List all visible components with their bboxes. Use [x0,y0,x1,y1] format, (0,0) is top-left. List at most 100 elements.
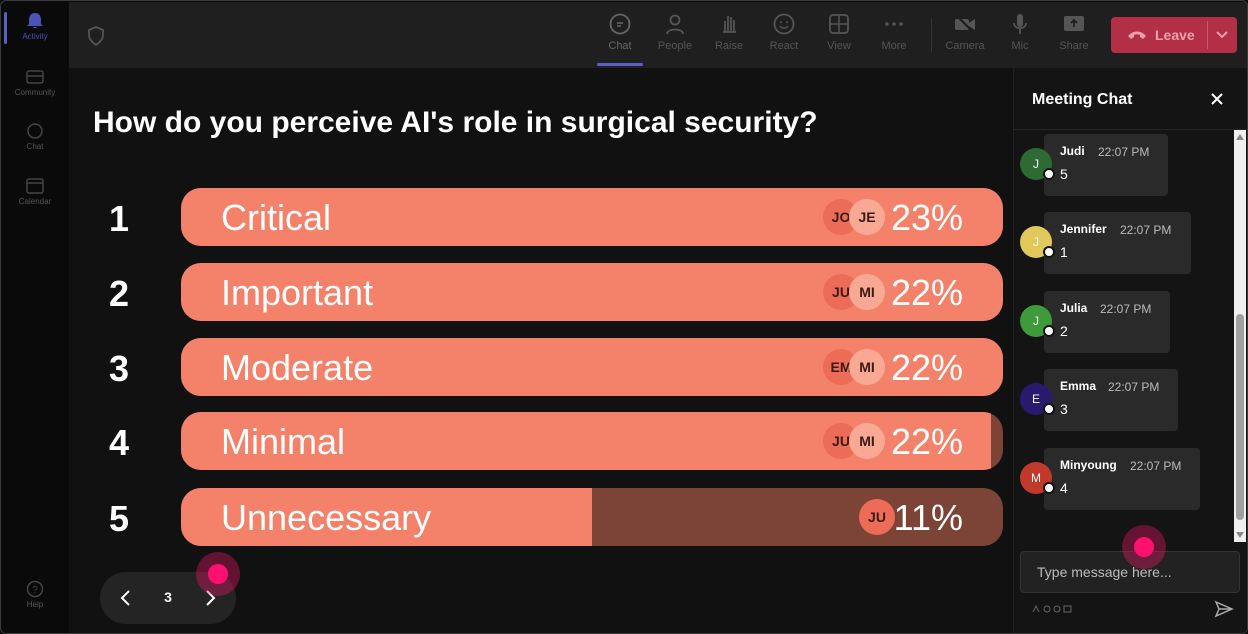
scroll-thumb[interactable] [1236,314,1244,520]
rail-item-help[interactable]: ? Help [2,570,68,622]
toolbar-label: Share [1059,40,1089,52]
rail-item-label: Help [26,600,44,609]
toolbar-people-button[interactable]: People [652,12,698,62]
message-bubble: Jennifer 22:07 PM 1 [1044,212,1191,274]
community-icon [26,70,44,84]
poll-question: How do you perceive AI's role in surgica… [93,106,818,139]
presence-dot [1043,403,1055,415]
option-number: 4 [109,422,130,463]
chevron-left-icon[interactable] [118,589,134,607]
rail-item-activity[interactable]: Activity [2,2,68,54]
message-bubble: Judi 22:07 PM 5 [1044,134,1168,196]
poll-option-row[interactable]: 1 Critical JO JE 23% [69,188,1013,246]
toolbar-camera-button[interactable]: Camera [942,12,988,62]
svg-text:?: ? [32,585,38,596]
option-number: 2 [109,273,130,314]
toolbar-react-button[interactable]: React [761,12,807,62]
toolbar-mic-button[interactable]: Mic [997,12,1043,62]
rail-item-calendar[interactable]: Calendar [2,167,68,219]
presence-dot [1043,325,1055,337]
chat-header: Meeting Chat [1014,68,1247,130]
poll-results-area: How do you perceive AI's role in surgica… [69,68,1013,633]
toolbar-raise-button[interactable]: Raise [706,12,752,62]
chat-scrollbar[interactable] [1234,130,1246,542]
toolbar-view-button[interactable]: View [816,12,862,62]
rail-item-label: Calendar [18,197,52,206]
toolbar-label: Camera [945,40,985,52]
calendar-icon [26,178,44,194]
rail-item-chat[interactable]: Chat [2,112,68,164]
option-bar: Unnecessary JU 11% [181,488,1003,546]
toolbar-chat-button[interactable]: Chat [597,12,643,62]
option-number: 3 [109,348,130,389]
toolbar-label: React [769,40,799,52]
message-bubble: Julia 22:07 PM 2 [1044,291,1170,353]
hang-up-icon [1128,31,1146,39]
help-icon: ? [26,580,44,598]
toolbar-divider [931,18,932,52]
rail-item-community[interactable]: Community [2,58,68,110]
message-time: 22:07 PM [1130,459,1182,473]
poll-option-row[interactable]: 5 Unnecessary JU 11% [69,488,1013,546]
option-percent: 22% [890,347,963,388]
toolbar-label: View [827,40,851,52]
option-bar: Important JU MI 22% [181,263,1003,321]
format-toolbar[interactable] [1032,604,1072,616]
more-icon [885,22,903,26]
option-number: 5 [109,498,130,539]
voter-avatar: MI [849,274,885,310]
toolbar-label: Raise [714,40,744,52]
camera-off-icon [955,14,975,34]
rail-item-label: Community [14,88,56,97]
rail-active-indicator [4,12,7,44]
rail-item-label: Activity [22,32,48,41]
leave-button[interactable]: Leave [1111,17,1237,53]
avatar: J [1020,148,1052,180]
message-time: 22:07 PM [1098,145,1150,159]
presence-dot [1043,246,1055,258]
message-time: 22:07 PM [1120,223,1172,237]
sender-name: Julia [1060,301,1088,315]
voter-avatar: MI [849,423,885,459]
page-number: 3 [164,589,172,605]
toolbar-more-button[interactable]: More [871,12,917,62]
chat-icon [27,123,43,139]
leave-divider [1207,21,1208,49]
option-bar: Critical JO JE 23% [181,188,1003,246]
chat-title: Meeting Chat [1032,91,1133,108]
format-options-icon[interactable] [1032,604,1072,614]
chevron-right-icon[interactable] [202,589,218,607]
message-text: 2 [1060,323,1068,339]
chat-message-list: Judi 22:07 PM 5 J Jennifer 22:07 PM 1 J … [1014,130,1247,542]
chat-message: Emma 22:07 PM 3 E [1014,369,1234,433]
scroll-down-icon[interactable] [1236,532,1244,538]
chevron-down-icon[interactable] [1215,30,1229,40]
poll-option-row[interactable]: 2 Important JU MI 22% [69,263,1013,321]
shield-icon[interactable] [87,26,105,46]
option-percent: 23% [890,197,963,238]
chat-icon [609,13,631,35]
poll-option-row[interactable]: 3 Moderate EM MI 22% [69,338,1013,396]
option-bar: Minimal JU MI 22% [181,412,1003,470]
send-icon[interactable] [1214,600,1234,618]
toolbar-share-button[interactable]: Share [1051,12,1097,62]
poll-option-row[interactable]: 4 Minimal JU MI 22% [69,412,1013,470]
click-indicator [196,552,240,596]
option-label: Critical [221,197,332,238]
click-indicator [1122,525,1166,569]
option-percent: 11% [893,497,963,538]
sender-name: Judi [1060,144,1085,158]
message-time: 22:07 PM [1100,302,1152,316]
people-icon [666,14,684,35]
sender-name: Jennifer [1060,222,1107,236]
chat-message: Judi 22:07 PM 5 J [1014,134,1234,198]
app-rail: Activity Community Chat Calendar ? Help [2,2,68,633]
scroll-up-icon[interactable] [1236,134,1244,140]
chat-message-input[interactable] [1020,551,1240,593]
close-icon[interactable] [1210,92,1224,106]
option-label: Minimal [221,421,346,462]
active-tab-indicator [597,63,643,66]
presence-dot [1043,482,1055,494]
option-bar: Moderate EM MI 22% [181,338,1003,396]
